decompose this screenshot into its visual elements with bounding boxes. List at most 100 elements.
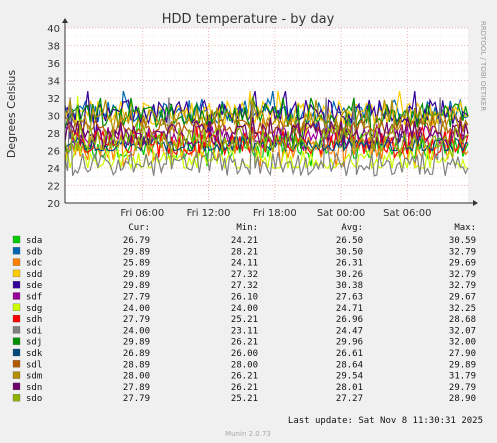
chart-title: HDD temperature - by day (162, 12, 335, 27)
legend-sdn-avg: 28.01 (336, 383, 363, 393)
legend-swatch-sdl (12, 360, 21, 368)
legend-sdk-min: 26.00 (231, 349, 258, 359)
series-line-sdi (64, 97, 469, 177)
legend-sda-name: sda (26, 236, 42, 246)
legend-sdn-min: 26.21 (231, 383, 258, 393)
legend-sdd-min: 27.32 (231, 270, 258, 280)
legend-sdg-cur: 24.00 (123, 304, 150, 314)
series-lines (64, 90, 469, 177)
legend-sde-min: 27.32 (231, 281, 258, 291)
legend-sdo-avg: 27.27 (336, 394, 363, 404)
legend-swatch-sdc (12, 258, 21, 266)
legend-sdo-min: 25.21 (231, 394, 258, 404)
legend-sdj-cur: 29.89 (123, 338, 150, 348)
rrdtool-credit: RRDTOOL / TOBI OETIKER (479, 21, 487, 111)
x-tick-label: Sat 00:00 (317, 208, 365, 219)
legend-sdh-max: 28.68 (449, 315, 476, 325)
y-axis-label: Degrees Celsius (5, 70, 18, 159)
series-line-sdo (64, 122, 469, 158)
legend-sdk-max: 27.90 (449, 349, 476, 359)
legend-sdd-max: 32.79 (449, 270, 476, 280)
y-tick-label: 26 (47, 147, 60, 158)
x-tick-label: Sat 06:00 (383, 208, 431, 219)
y-tick-label: 22 (47, 182, 60, 193)
legend-header-max: Max: (454, 223, 476, 233)
legend-header-cur: Cur: (128, 223, 150, 233)
legend-sdf-avg: 27.63 (336, 293, 363, 303)
legend-sdj-name: sdj (26, 338, 42, 348)
legend-sdg-max: 32.25 (449, 304, 476, 314)
legend-swatch-sdj (12, 337, 21, 345)
y-tick-label: 34 (47, 77, 60, 88)
legend-sdb-max: 32.79 (449, 247, 476, 257)
legend-swatch-sdo (12, 394, 21, 402)
legend-sdk-cur: 26.89 (123, 349, 150, 359)
legend-sdj-min: 26.21 (231, 338, 258, 348)
legend-sdb-min: 28.21 (231, 247, 258, 257)
legend-sdh-cur: 27.79 (123, 315, 150, 325)
x-tick-label: Fri 18:00 (253, 208, 297, 219)
legend-sdo-name: sdo (26, 394, 42, 404)
legend-sdm-avg: 29.54 (336, 372, 363, 382)
series-line-sdm (64, 99, 469, 149)
legend-sde-cur: 29.89 (123, 281, 150, 291)
legend-sdo-cur: 27.79 (123, 394, 150, 404)
legend-swatch-sda (12, 235, 21, 244)
legend-sdl-max: 29.89 (449, 360, 476, 370)
legend-sdk-name: sdk (26, 349, 43, 359)
axes: 20 22 24 26 28 30 32 34 36 38 40 Fri 06:00 Fri 12:00… (47, 18, 478, 219)
legend-sdc-cur: 25.89 (123, 259, 150, 269)
legend-sdm-cur: 28.00 (123, 372, 150, 382)
y-tick-label: 36 (47, 59, 60, 70)
legend-swatch-sdb (12, 247, 21, 255)
legend-sdj-avg: 29.96 (336, 338, 363, 348)
y-tick-label: 20 (47, 199, 60, 210)
y-axis-arrow (62, 18, 68, 23)
legend-sdb-name: sdb (26, 247, 42, 257)
legend-swatch-sdi (12, 326, 21, 334)
legend-sdj-max: 32.00 (449, 338, 476, 348)
legend-sdl-cur: 28.89 (123, 360, 150, 370)
x-tick-label: Fri 12:00 (187, 208, 231, 219)
series-line-sdj (64, 97, 469, 149)
legend-sdc-max: 29.69 (449, 259, 476, 269)
legend-sdm-name: sdm (26, 372, 42, 382)
legend-sda-cur: 26.79 (123, 236, 150, 246)
legend-sdn-max: 29.79 (449, 383, 476, 393)
legend-swatch-sdk (12, 348, 21, 357)
legend-sdn-name: sdn (26, 383, 42, 393)
legend-swatch-sdg (12, 303, 21, 311)
legend-swatch-sde (12, 281, 21, 289)
legend-sdf-cur: 27.79 (123, 293, 150, 303)
y-tick-label: 24 (47, 164, 60, 175)
legend-sdl-name: sdl (26, 360, 42, 370)
legend-sde-name: sde (26, 281, 42, 291)
legend-sdm-min: 26.21 (231, 372, 258, 382)
legend-sdo-max: 28.90 (449, 394, 476, 404)
legend-sdc-min: 24.11 (231, 259, 258, 269)
legend-sdd-name: sdd (26, 270, 42, 280)
legend-sdl-min: 28.00 (231, 360, 258, 370)
legend-swatch-sdf (12, 292, 21, 300)
legend-sdk-avg: 26.61 (336, 349, 363, 359)
legend-sdi-min: 23.11 (231, 326, 258, 336)
legend-swatch-sdn (12, 382, 21, 391)
legend-header-min: Min: (236, 223, 258, 233)
legend: Cur: Min: Avg: Max: sda 26.79 24.21 26.50 30… (12, 223, 476, 404)
legend-sdf-max: 29.67 (449, 293, 476, 303)
legend-sdc-name: sdc (26, 259, 42, 269)
legend-sdd-avg: 30.26 (336, 270, 363, 280)
y-tick-label: 40 (47, 24, 60, 35)
legend-sdh-min: 25.21 (231, 315, 258, 325)
legend-sdb-cur: 29.89 (123, 247, 150, 257)
legend-sdg-avg: 24.71 (336, 304, 363, 314)
legend-sdd-cur: 29.89 (123, 270, 150, 280)
legend-sdl-avg: 28.64 (336, 360, 363, 370)
legend-sdn-cur: 27.89 (123, 383, 150, 393)
y-tick-label: 32 (47, 94, 60, 105)
munin-version: Munin 2.0.73 (225, 430, 271, 438)
legend-sdh-avg: 26.96 (336, 315, 363, 325)
legend-sdi-name: sdi (26, 326, 42, 336)
legend-swatch-sdh (12, 314, 21, 323)
x-axis-arrow (473, 200, 478, 206)
